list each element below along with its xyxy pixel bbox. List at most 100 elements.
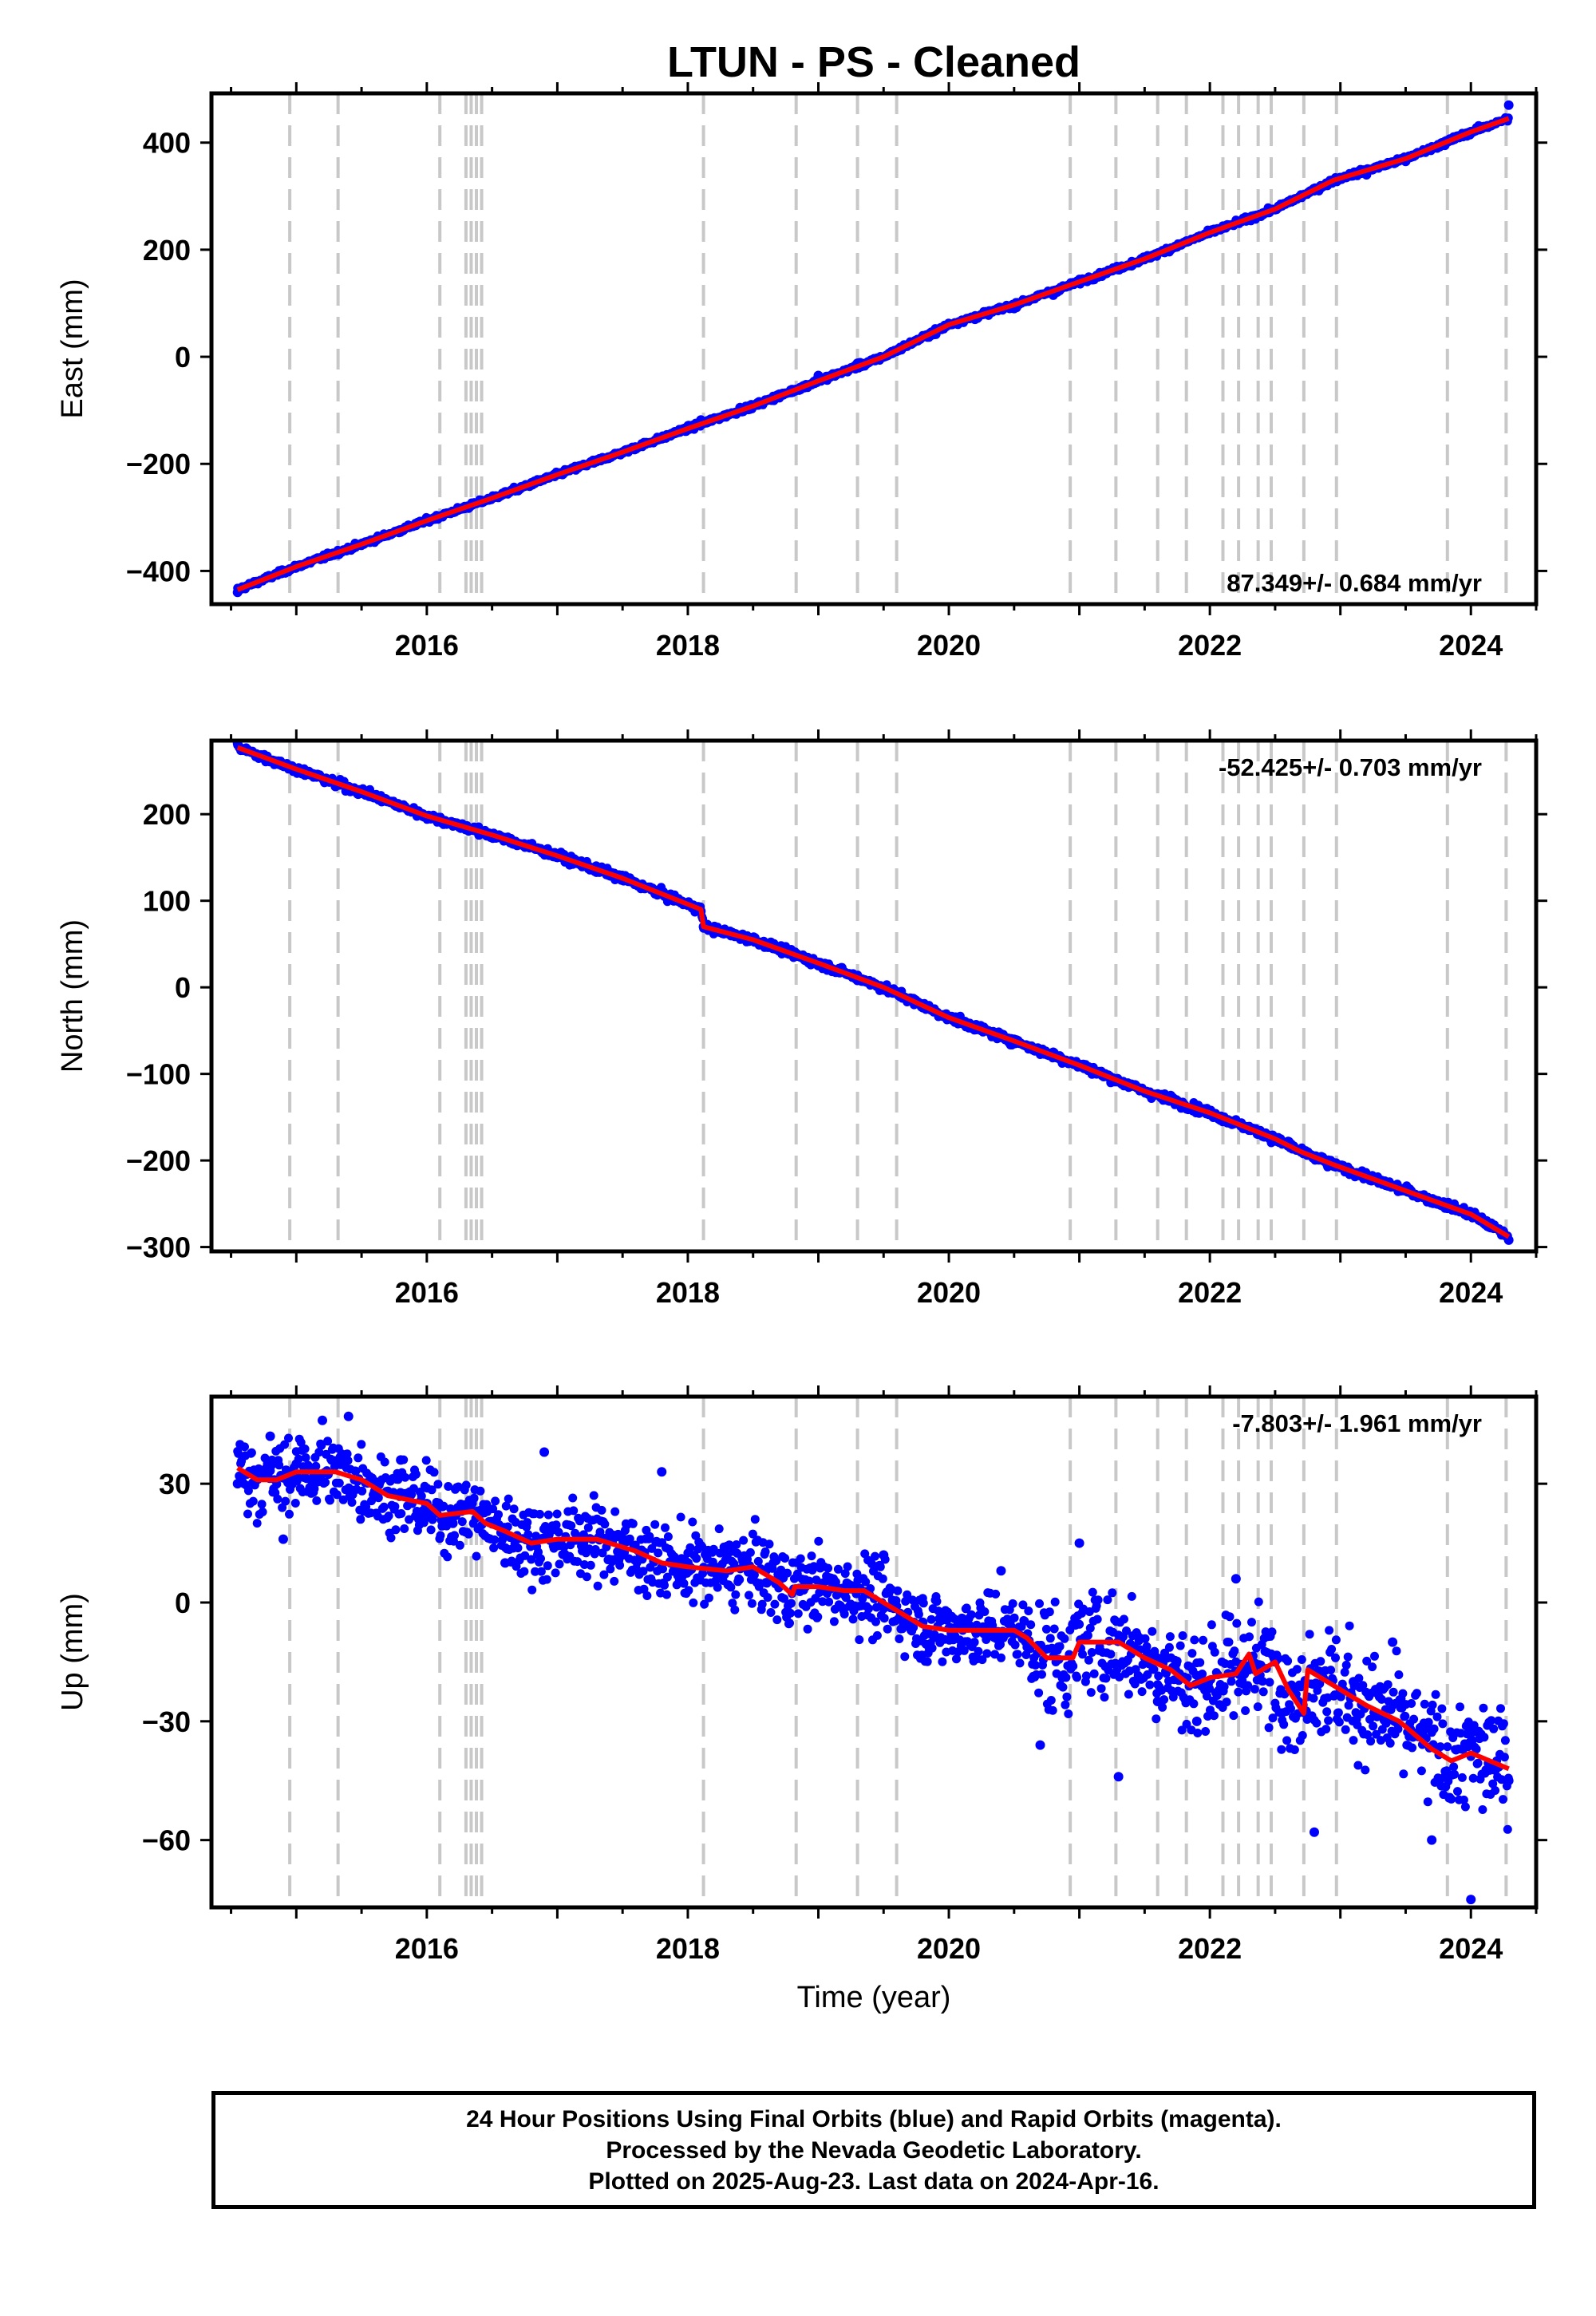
- data-point: [997, 1653, 1005, 1662]
- data-point: [390, 1502, 400, 1512]
- data-point: [1254, 1597, 1263, 1607]
- data-point: [610, 1576, 619, 1586]
- data-point: [871, 1617, 880, 1626]
- y-tick-label: 100: [143, 885, 191, 918]
- data-point: [895, 1634, 904, 1643]
- y-tick-label: 0: [175, 971, 191, 1004]
- data-point: [728, 1599, 737, 1608]
- data-point: [807, 1551, 816, 1561]
- data-point: [764, 1539, 774, 1549]
- data-point: [301, 1453, 310, 1462]
- data-point: [1031, 1661, 1041, 1670]
- data-point: [1195, 1658, 1205, 1667]
- data-point: [1333, 1708, 1343, 1717]
- data-point: [1008, 1599, 1017, 1608]
- data-point: [709, 1544, 718, 1554]
- data-point: [527, 1585, 537, 1595]
- data-point: [275, 1460, 284, 1470]
- data-point: [780, 1554, 790, 1563]
- y-tick-label: −200: [126, 1144, 191, 1177]
- data-point: [1049, 1624, 1059, 1634]
- data-point: [1172, 1656, 1182, 1666]
- data-point: [1069, 1662, 1078, 1671]
- data-point: [628, 1519, 638, 1528]
- data-point: [647, 1543, 657, 1553]
- data-point: [1122, 1626, 1131, 1635]
- data-point: [871, 1551, 879, 1561]
- data-point: [1207, 1620, 1216, 1630]
- y-tick-label: 0: [175, 341, 191, 373]
- data-point: [1232, 1618, 1242, 1628]
- data-point: [1064, 1709, 1073, 1718]
- data-point: [729, 1559, 739, 1568]
- data-point: [922, 1657, 932, 1666]
- data-point: [1087, 1648, 1096, 1657]
- data-point: [848, 1614, 858, 1624]
- data-point: [872, 1630, 882, 1640]
- data-point: [1305, 1630, 1314, 1639]
- data-point: [417, 1492, 426, 1501]
- east-event-lines: [288, 93, 1508, 604]
- data-point: [1108, 1588, 1117, 1598]
- data-point: [314, 1448, 324, 1457]
- data-point: [796, 1554, 805, 1563]
- data-point: [589, 1491, 598, 1500]
- data-point: [552, 1509, 562, 1519]
- data-point: [397, 1509, 406, 1518]
- data-point: [1370, 1651, 1379, 1661]
- data-point: [343, 1456, 353, 1465]
- data-point: [436, 1531, 445, 1540]
- data-point: [1165, 1632, 1175, 1642]
- data-point: [1148, 1626, 1157, 1636]
- data-point: [1372, 1729, 1381, 1739]
- data-point: [1061, 1673, 1071, 1682]
- data-point: [829, 1617, 839, 1626]
- data-point: [1089, 1669, 1099, 1678]
- data-point: [938, 1657, 947, 1666]
- data-point: [739, 1535, 749, 1545]
- data-point: [311, 1461, 321, 1471]
- data-point: [1343, 1652, 1353, 1662]
- data-point: [780, 1594, 789, 1603]
- north-panel: 2016 2018 2020 2022 2024−300−200−1000100200N…: [56, 729, 1547, 1309]
- data-point: [1024, 1607, 1033, 1615]
- y-tick-label: 200: [143, 798, 191, 831]
- data-point: [650, 1520, 660, 1529]
- data-point: [726, 1583, 736, 1592]
- data-point: [991, 1589, 1001, 1599]
- data-point: [1149, 1665, 1159, 1674]
- data-point: [750, 1515, 760, 1524]
- data-point: [639, 1584, 649, 1594]
- data-point: [543, 1561, 552, 1571]
- data-point: [527, 1555, 536, 1564]
- data-point: [1092, 1614, 1102, 1624]
- data-point: [1234, 1687, 1243, 1697]
- data-point: [1137, 1687, 1147, 1697]
- data-point: [285, 1509, 294, 1519]
- data-point: [520, 1551, 530, 1560]
- data-point: [1130, 1679, 1140, 1689]
- data-point: [567, 1521, 576, 1531]
- data-point: [347, 1498, 357, 1507]
- data-point: [803, 1624, 812, 1634]
- y-tick-label: −300: [126, 1231, 191, 1264]
- data-point: [482, 1500, 492, 1509]
- data-point: [321, 1477, 330, 1487]
- data-point: [662, 1590, 671, 1599]
- data-point: [280, 1440, 290, 1449]
- data-point: [772, 1556, 781, 1566]
- data-point: [1324, 1716, 1333, 1725]
- data-point: [966, 1610, 976, 1619]
- data-point: [1283, 1656, 1293, 1666]
- data-point: [753, 1556, 763, 1566]
- data-point: [273, 1494, 282, 1504]
- data-point: [583, 1523, 593, 1532]
- data-point: [240, 1442, 249, 1452]
- east-frame: [209, 91, 1539, 607]
- data-point: [1164, 1642, 1174, 1652]
- data-point: [400, 1524, 409, 1533]
- data-point: [1013, 1650, 1022, 1659]
- data-point: [855, 1635, 864, 1645]
- data-point: [1361, 1765, 1370, 1775]
- data-point: [1322, 1707, 1332, 1717]
